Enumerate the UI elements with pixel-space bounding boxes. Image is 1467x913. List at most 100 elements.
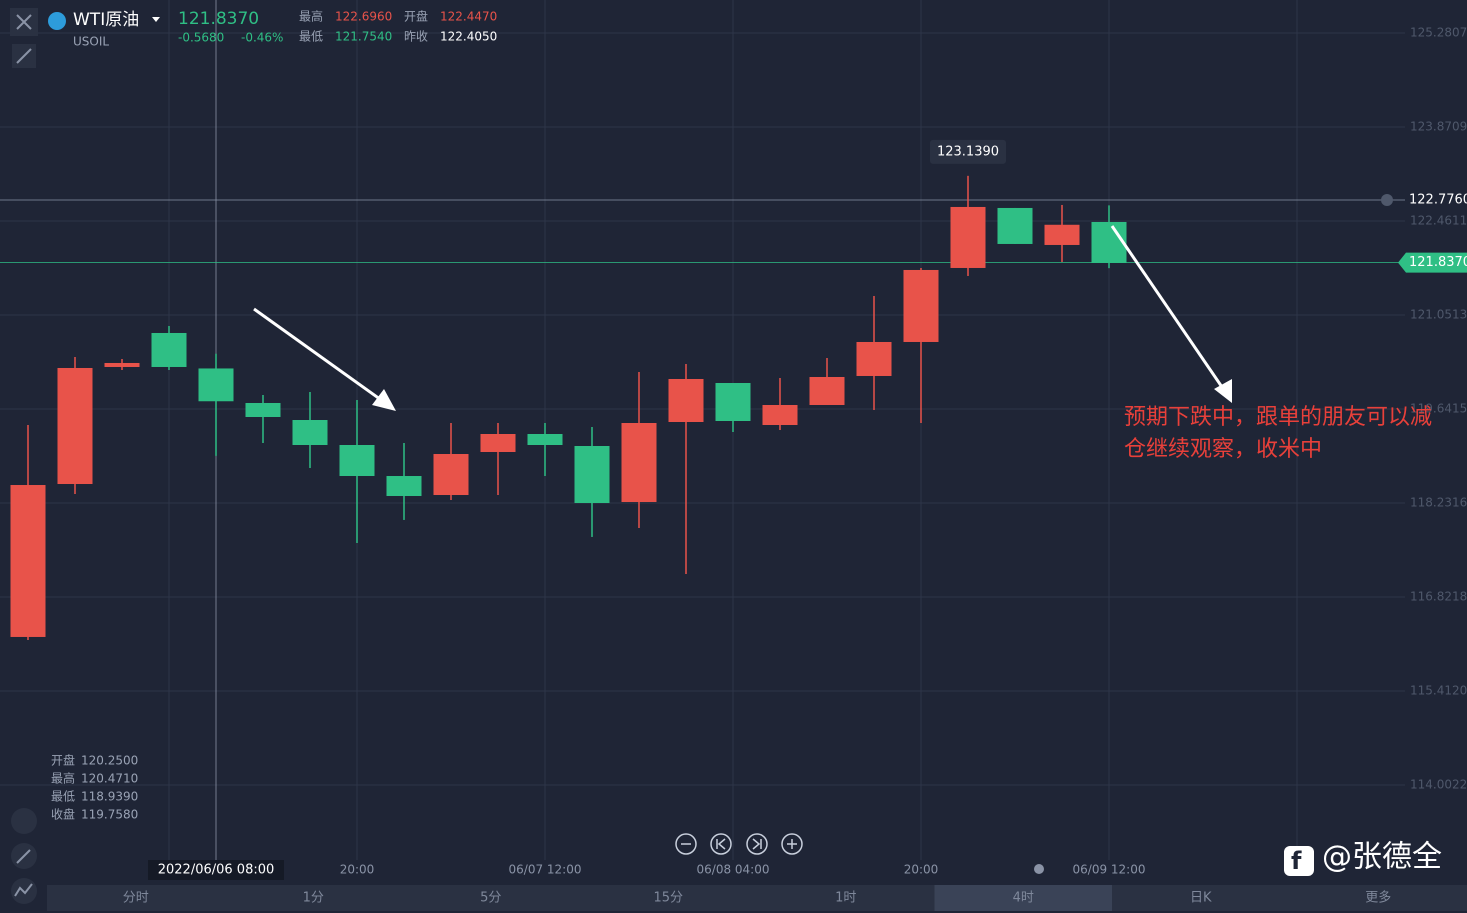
candle-body xyxy=(574,446,610,504)
pen-icon xyxy=(16,849,31,864)
symbol-icon xyxy=(48,12,66,30)
stat-value: 121.7540 xyxy=(335,30,392,44)
x-tick-label: 20:00 xyxy=(340,863,375,877)
candle-body xyxy=(903,269,939,342)
stat-value: 122.4050 xyxy=(440,30,497,44)
y-tick-label: 119.6415 xyxy=(1410,402,1467,416)
candle-body xyxy=(950,206,986,268)
close-icon xyxy=(16,14,32,30)
candle-body xyxy=(339,445,375,477)
candle-body xyxy=(997,207,1033,244)
y-tick-label: 121.0513 xyxy=(1410,308,1467,322)
x-tick-label: 06/08 04:00 xyxy=(697,863,770,877)
zoom-out[interactable] xyxy=(675,833,697,855)
x-tick-label: 06/09 12:00 xyxy=(1073,863,1146,877)
x-tick-label: 06/07 12:00 xyxy=(509,863,582,877)
crosshair-time-label: 2022/06/06 08:00 xyxy=(158,863,275,878)
high-tooltip-box xyxy=(930,139,1006,164)
tab-label[interactable]: 4时 xyxy=(1013,891,1034,906)
annotation: 仓继续观察，收米中 xyxy=(1124,437,1322,462)
arrow-head xyxy=(372,389,396,411)
go-start[interactable] xyxy=(710,833,732,855)
annotation: 预期下跌中，跟单的朋友可以减 xyxy=(1124,405,1432,430)
change: -0.5680 xyxy=(178,31,224,45)
tab-bar xyxy=(47,885,1467,911)
candle-body xyxy=(292,419,328,446)
ohlc-value: 118.9390 xyxy=(81,790,138,804)
ohlc-label: 收盘 xyxy=(51,807,75,822)
y-tick-label: 125.2807 xyxy=(1410,26,1467,40)
ohlc-value: 120.4710 xyxy=(81,772,138,786)
candle-body xyxy=(809,376,845,405)
ohlc-value: 119.7580 xyxy=(81,808,138,822)
arrow xyxy=(253,307,385,404)
tab-label[interactable]: 1时 xyxy=(835,891,856,906)
arrow xyxy=(1110,225,1226,391)
candle-body xyxy=(433,454,469,496)
candle-body xyxy=(245,402,281,417)
ohlc-label: 最低 xyxy=(51,790,75,804)
indicator-button[interactable] xyxy=(11,808,37,834)
y-tick-label: 123.8709 xyxy=(1410,120,1467,134)
candle-body xyxy=(1044,224,1080,245)
last-price-tag xyxy=(1398,252,1467,273)
candle-body xyxy=(715,382,751,421)
last-price-label: 121.8370 xyxy=(1409,255,1467,270)
tab-label[interactable]: 日K xyxy=(1190,891,1212,906)
tab-label[interactable]: 1分 xyxy=(303,891,324,906)
tab-label[interactable]: 分时 xyxy=(123,891,149,906)
watermark-logo-letter: f xyxy=(1291,847,1302,875)
symbol-code: USOIL xyxy=(73,35,109,49)
stat-value: 122.4470 xyxy=(440,10,497,24)
y-tick-label: 115.4120 xyxy=(1410,684,1467,698)
ohlc-value: 120.2500 xyxy=(81,754,138,768)
candle-body xyxy=(10,485,46,637)
candle-body xyxy=(527,434,563,446)
plot: 125.2807 123.8709 122.4611 121.0513 119.6415… xyxy=(0,0,1467,880)
crosshair-price-label: 122.7760 xyxy=(1409,193,1467,208)
arrow-head xyxy=(1214,379,1232,403)
tab-label[interactable]: 更多 xyxy=(1365,890,1391,906)
y-tick-label: 116.8218 xyxy=(1410,590,1467,604)
ohlc-label: 开盘 xyxy=(51,753,75,768)
stat-label: 最低 xyxy=(299,30,323,44)
compress-icon xyxy=(16,48,32,64)
tab-label[interactable]: 5分 xyxy=(480,891,501,906)
tab-label[interactable]: 15分 xyxy=(653,891,683,906)
x-tick-label: 20:00 xyxy=(904,863,939,877)
watermark: @张德全 xyxy=(1322,840,1442,875)
scroll-dot[interactable] xyxy=(1034,864,1044,874)
candle-body xyxy=(104,362,140,367)
candle-body xyxy=(668,378,704,422)
stat-label: 开盘 xyxy=(404,9,428,24)
candle-body xyxy=(621,422,657,503)
candle-body xyxy=(198,368,234,402)
symbol-name[interactable]: WTI原油 xyxy=(73,10,139,30)
y-tick-label: 118.2316 xyxy=(1410,496,1467,510)
change-pct: -0.46% xyxy=(241,31,283,45)
candle-body xyxy=(386,476,422,497)
candle-body xyxy=(151,332,187,367)
candle-body xyxy=(1091,221,1127,263)
alert-bell[interactable] xyxy=(1381,194,1393,207)
watermark-logo xyxy=(1284,846,1314,876)
go-end[interactable] xyxy=(746,833,768,855)
ohlc-label: 最高 xyxy=(51,771,75,786)
active-tab[interactable] xyxy=(934,885,1113,911)
dropdown-caret[interactable] xyxy=(152,17,160,22)
y-tick-label: 122.4611 xyxy=(1410,214,1467,228)
stat-label: 最高 xyxy=(299,9,323,24)
price: 121.8370 xyxy=(178,9,259,29)
y-tick-label: 114.0022 xyxy=(1410,778,1467,792)
candle-body xyxy=(762,404,798,425)
tabs: 分时 1分 5分 15分 1时 4时 日K 更多 xyxy=(123,885,1391,911)
candle-body xyxy=(480,434,516,453)
zoom-in[interactable] xyxy=(781,833,803,855)
high-tooltip-label: 123.1390 xyxy=(937,144,999,159)
crosshair-time-box xyxy=(148,860,284,880)
candle-body xyxy=(856,341,892,376)
candle-body xyxy=(57,367,93,485)
zoom-controls xyxy=(675,833,803,855)
line-icon xyxy=(14,883,33,897)
